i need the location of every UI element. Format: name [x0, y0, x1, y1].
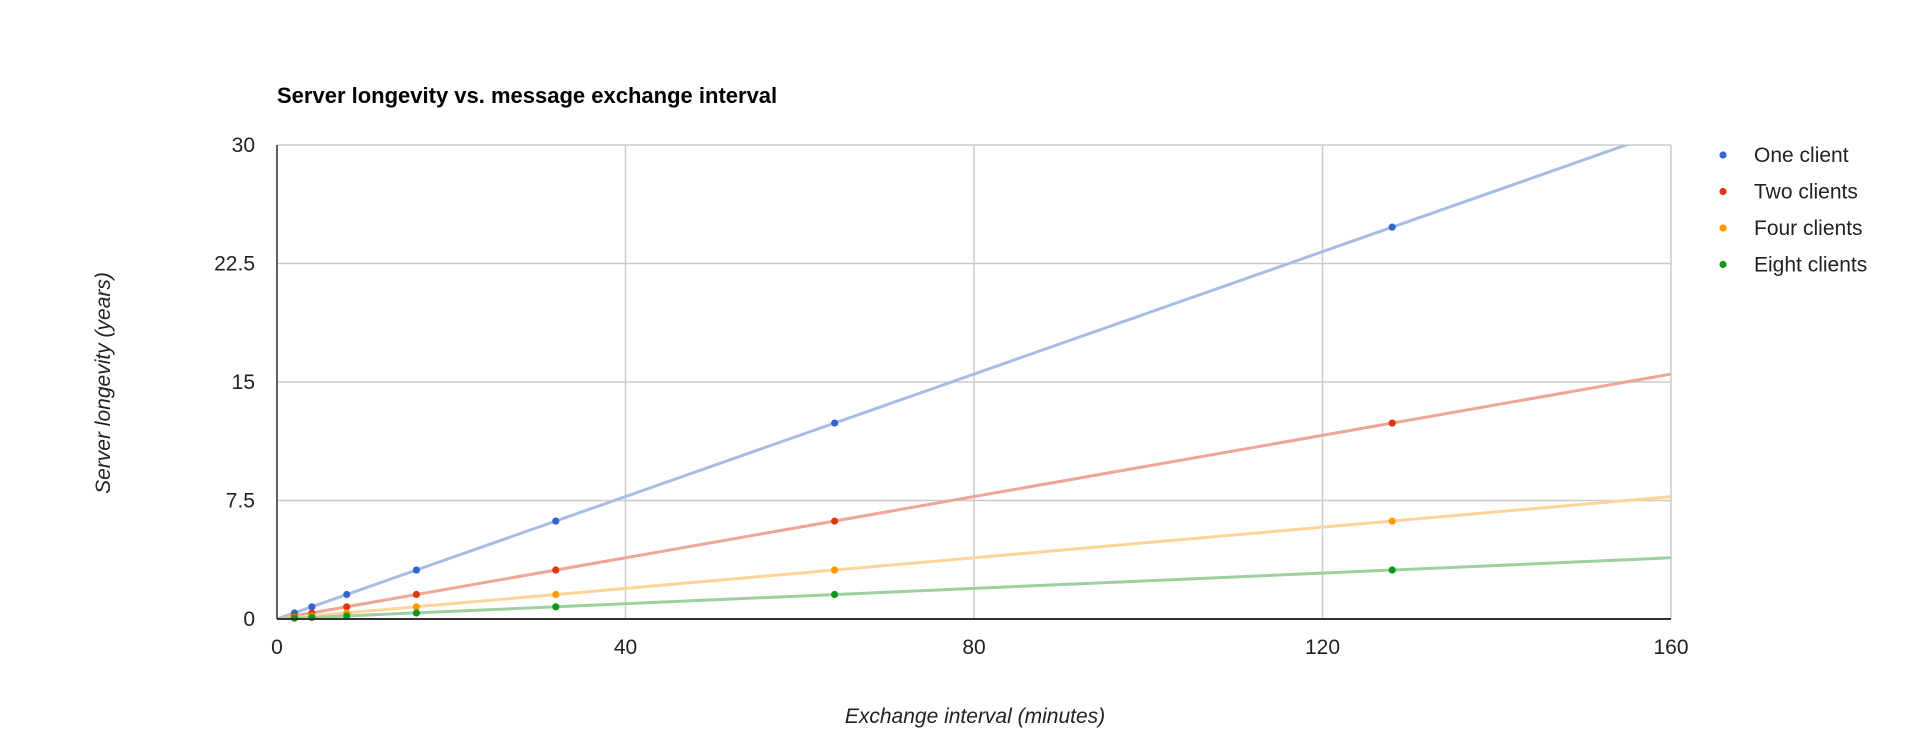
- data-point: [412, 603, 420, 611]
- data-point: [308, 603, 316, 611]
- y-tick-label: 7.5: [226, 490, 255, 513]
- y-tick-label: 22.5: [214, 253, 255, 276]
- series-line-4: [277, 556, 1671, 619]
- axes: [276, 145, 1671, 620]
- data-point: [831, 590, 839, 599]
- data-point: [343, 603, 351, 611]
- series-line-2: [277, 372, 1671, 619]
- legend-label: Two clients: [1754, 181, 1858, 204]
- data-point: [1388, 566, 1396, 574]
- x-tick-label: 160: [1653, 636, 1688, 659]
- legend-marker: [1719, 151, 1727, 159]
- data-point: [552, 566, 560, 574]
- y-axis-label: Server longevity (years): [92, 272, 115, 494]
- data-point: [343, 590, 351, 599]
- data-point: [831, 566, 839, 574]
- series-line-3: [277, 495, 1671, 619]
- legend-marker: [1719, 187, 1727, 196]
- tick-labels: 0 40 80 120 160 0 7.5 15 22.5 30: [214, 134, 1688, 659]
- x-tick-label: 120: [1305, 636, 1340, 659]
- legend-label: Eight clients: [1754, 254, 1867, 277]
- data-point: [412, 566, 420, 574]
- chart-title: Server longevity vs. message exchange in…: [277, 83, 777, 108]
- data-point: [552, 603, 560, 611]
- legend-marker: [1719, 224, 1727, 232]
- x-tick-label: 40: [614, 636, 637, 659]
- y-tick-label: 30: [232, 134, 255, 157]
- legend: One client Two clients Four clients Eight c…: [1719, 144, 1867, 277]
- y-tick-label: 0: [243, 608, 255, 631]
- data-point: [552, 517, 560, 525]
- series-line-1: [277, 145, 1631, 619]
- grid: [276, 144, 1672, 620]
- data-point: [831, 517, 839, 525]
- legend-label: One client: [1754, 144, 1849, 167]
- data-point: [1388, 517, 1396, 525]
- data-point: [831, 419, 839, 427]
- data-point: [412, 590, 420, 599]
- data-point: [412, 609, 420, 617]
- data-point: [1388, 419, 1396, 427]
- data-point: [1388, 223, 1396, 231]
- x-axis-label: Exchange interval (minutes): [845, 705, 1105, 728]
- y-tick-label: 15: [232, 371, 255, 394]
- x-tick-label: 0: [271, 636, 283, 659]
- data-point: [343, 612, 351, 620]
- legend-label: Four clients: [1754, 217, 1863, 240]
- legend-marker: [1719, 260, 1727, 269]
- x-tick-label: 80: [962, 636, 985, 659]
- series-lines: [277, 145, 1671, 619]
- data-point: [552, 590, 560, 599]
